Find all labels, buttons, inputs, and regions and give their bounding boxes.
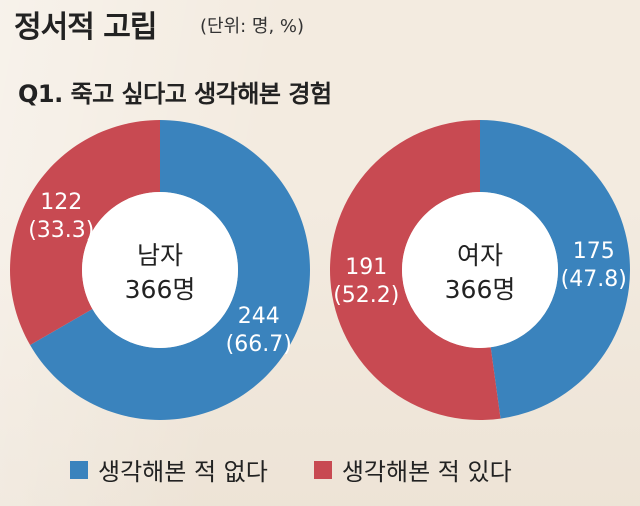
chart-title: 정서적 고립 <box>14 10 157 45</box>
legend-label-no: 생각해본 적 없다 <box>98 458 268 486</box>
question-label: Q1. 죽고 싶다고 생각해본 경험 <box>18 80 332 108</box>
center-label-female: 여자 <box>457 241 503 270</box>
center-total-male: 366명 <box>125 275 196 304</box>
slice-female-yes-percent: (52.2) <box>333 283 399 308</box>
legend-item-yes: 생각해본 적 있다 <box>313 452 512 487</box>
slice-female-no-percent: (47.8) <box>561 267 627 292</box>
donut-female-hole <box>402 192 558 348</box>
slice-male-no <box>30 120 310 420</box>
slice-female-yes <box>330 120 501 420</box>
center-total-female: 366명 <box>445 275 516 304</box>
legend-swatch-no <box>70 460 88 479</box>
slice-female-yes-count: 191 <box>345 255 387 280</box>
slice-female-no <box>480 120 631 419</box>
slice-male-yes-percent: (33.3) <box>28 218 94 243</box>
slice-male-yes-count: 122 <box>40 190 82 215</box>
unit-note: (단위: 명, %) <box>200 16 305 37</box>
donut-male-hole <box>82 192 238 348</box>
slice-male-no-count: 244 <box>238 304 280 329</box>
legend: 생각해본 적 없다 생각해본 적 있다 <box>70 452 558 487</box>
donut-female: 175 (47.8) 191 (52.2) 여자 366명 <box>330 120 631 420</box>
slice-male-no-percent: (66.7) <box>226 332 292 357</box>
legend-swatch-yes <box>313 460 332 479</box>
legend-label-yes: 생각해본 적 있다 <box>341 458 512 486</box>
center-label-male: 남자 <box>137 241 183 270</box>
legend-item-no: 생각해본 적 없다 <box>70 452 268 487</box>
slice-male-yes <box>9 120 160 345</box>
donut-male: 244 (66.7) 122 (33.3) 남자 366명 <box>9 120 310 420</box>
slice-female-no-count: 175 <box>573 239 615 264</box>
